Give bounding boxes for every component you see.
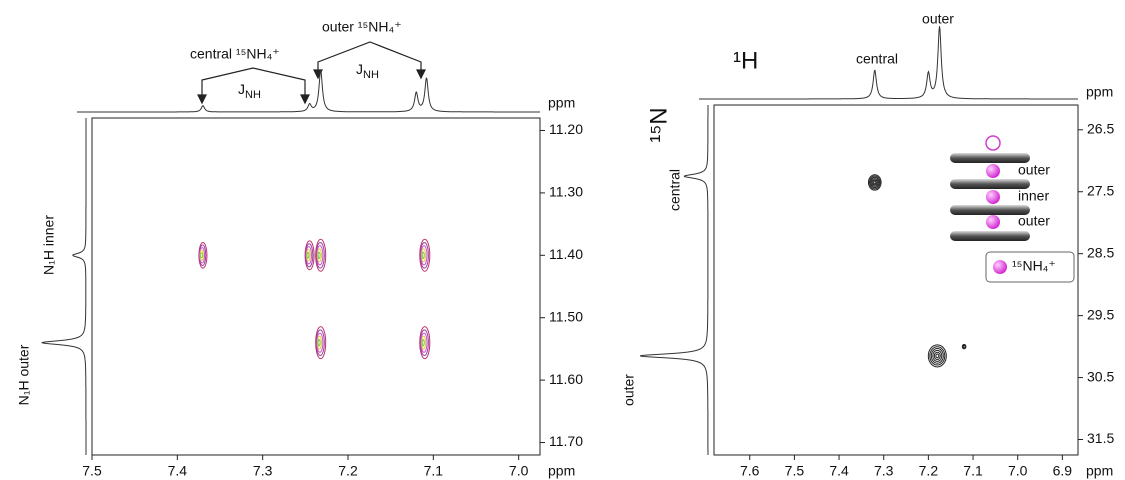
contour xyxy=(315,326,327,360)
y-unit: ppm xyxy=(1086,84,1113,100)
contour xyxy=(870,176,880,189)
legend-swatch xyxy=(993,260,1007,274)
x-tick-label: 7.4 xyxy=(168,463,188,479)
x-nucleus: ¹H xyxy=(733,47,758,74)
y-tick-label: 11.20 xyxy=(549,121,583,137)
projection-label: outer xyxy=(621,374,637,406)
projection-label: central xyxy=(667,169,683,211)
x-tick-label: 7.0 xyxy=(1008,463,1028,479)
contour xyxy=(421,335,427,350)
contour xyxy=(315,241,325,269)
x-tick-label: 7.3 xyxy=(874,463,894,479)
contour xyxy=(421,251,425,259)
contour xyxy=(305,246,312,265)
contour xyxy=(421,338,425,347)
contour xyxy=(316,332,324,353)
y-tick-label: 11.60 xyxy=(549,371,583,387)
stack-label: inner xyxy=(1018,188,1049,204)
contour xyxy=(315,238,327,272)
x-tick-label: 7.5 xyxy=(785,463,805,479)
x-unit: ppm xyxy=(548,463,575,479)
coupling-sub: NH xyxy=(245,89,261,101)
y-tick-label: 26.5 xyxy=(1087,120,1114,136)
x-tick-label: 7.6 xyxy=(740,463,760,479)
projection-label: central xyxy=(856,51,898,67)
contour xyxy=(871,178,879,187)
y-tick-label: 11.30 xyxy=(549,184,583,200)
x-tick-label: 7.2 xyxy=(338,463,358,479)
y-projection xyxy=(41,118,87,455)
annotation: central ¹⁵NH₄⁺ xyxy=(190,46,280,62)
contour xyxy=(935,353,940,359)
stack-diagram xyxy=(950,135,1030,241)
coupling-main: J xyxy=(356,61,363,77)
contour xyxy=(419,329,429,356)
contour xyxy=(869,175,881,190)
coupling-label: JNH xyxy=(238,81,261,101)
contour xyxy=(929,346,946,366)
contour xyxy=(932,349,943,362)
y-tick-label: 11.50 xyxy=(549,308,583,324)
y-tick-label: 30.5 xyxy=(1087,368,1114,384)
x-projection xyxy=(77,68,540,113)
y-label: N₁H inner xyxy=(41,215,57,275)
contour xyxy=(420,332,428,353)
contour xyxy=(930,348,944,364)
y-unit: ppm xyxy=(548,95,575,111)
contour xyxy=(199,252,203,259)
stack-label: outer xyxy=(1018,162,1050,178)
x-tick-label: 7.0 xyxy=(509,463,529,479)
contour xyxy=(317,338,321,347)
y-tick-label: 11.40 xyxy=(549,246,583,262)
contour xyxy=(316,245,324,266)
brackets xyxy=(197,41,426,105)
contour xyxy=(873,180,877,185)
plot-frame xyxy=(91,117,541,456)
plot-frame xyxy=(713,104,1079,456)
x-tick-label: 7.2 xyxy=(919,463,939,479)
x-tick-label: 7.3 xyxy=(253,463,273,479)
contour xyxy=(419,238,431,272)
y-tick-label: 28.5 xyxy=(1087,244,1114,260)
annotation: outer ¹⁵NH₄⁺ xyxy=(322,19,402,35)
contour xyxy=(927,344,947,368)
y-tick-label: 29.5 xyxy=(1087,306,1114,322)
contour xyxy=(317,251,321,259)
x-tick-label: 7.1 xyxy=(963,463,983,479)
contour xyxy=(933,351,941,361)
y-label: N₁H outer xyxy=(16,344,32,405)
coupling-label: JNH xyxy=(356,61,379,81)
contour xyxy=(419,241,429,269)
contour xyxy=(867,174,882,191)
contour xyxy=(306,251,310,259)
contour xyxy=(421,248,427,263)
legend-label: ¹⁵NH₄⁺ xyxy=(1012,258,1056,274)
contour xyxy=(315,329,325,356)
contour xyxy=(420,245,428,266)
contour xyxy=(872,179,878,186)
contour xyxy=(316,335,322,350)
legend-box xyxy=(985,251,1075,283)
contour xyxy=(962,344,966,349)
x-tick-label: 7.4 xyxy=(829,463,849,479)
x-unit: ppm xyxy=(1086,463,1113,479)
x-tick-label: 6.9 xyxy=(1053,463,1073,479)
contour xyxy=(316,248,322,263)
x-tick-label: 7.5 xyxy=(82,463,102,479)
x-projection xyxy=(699,26,1078,100)
x-tick-label: 7.1 xyxy=(424,463,444,479)
y-nucleus: ¹⁵N xyxy=(645,107,672,142)
contour xyxy=(419,326,431,360)
coupling-sub: NH xyxy=(363,69,379,81)
y-projection xyxy=(639,105,709,455)
coupling-main: J xyxy=(238,81,245,97)
stack-label: outer xyxy=(1018,213,1050,229)
y-tick-label: 31.5 xyxy=(1087,430,1114,446)
y-tick-label: 27.5 xyxy=(1087,182,1114,198)
projection-label: outer xyxy=(922,11,954,27)
y-tick-label: 11.70 xyxy=(549,433,583,449)
